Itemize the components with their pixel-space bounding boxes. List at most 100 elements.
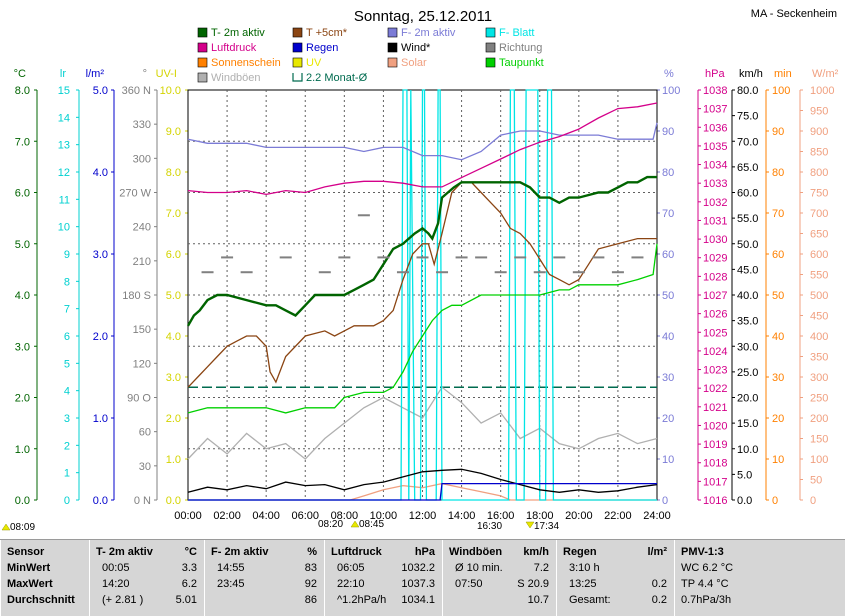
axis-unit-l-m: l/m² bbox=[86, 68, 105, 80]
axis-tick-label: 20 bbox=[662, 413, 674, 425]
axis-tick-label: 30 bbox=[139, 461, 151, 473]
richtung-mark bbox=[396, 271, 409, 274]
axis-tick-label: 7.0 bbox=[166, 208, 181, 220]
stats-header-unit: % bbox=[307, 546, 317, 558]
richtung-mark bbox=[221, 256, 234, 259]
stats-cell-value: 1032.2 bbox=[401, 562, 435, 574]
stats-cell: 06:05 1032.2 bbox=[325, 560, 443, 576]
richtung-mark bbox=[240, 271, 253, 274]
stats-header-label: F- 2m aktiv bbox=[211, 546, 269, 558]
stats-cell-text: 0.7hPa/3h bbox=[681, 594, 732, 606]
axis-tick-label: 1023 bbox=[703, 365, 727, 377]
sunrise-icon bbox=[1, 523, 11, 531]
stats-column-windb-en: Windböen km/h Ø 10 min. 7.2 07:50 S 20.9 10.7 bbox=[442, 540, 557, 616]
series-line-t-2m-aktiv bbox=[186, 175, 657, 327]
stats-cell-time: ^1.2hPa/h bbox=[337, 594, 387, 606]
axis-unit-uv-i: UV-I bbox=[156, 68, 177, 80]
stats-cell: 14:55 83 bbox=[205, 560, 325, 576]
series-line-regen bbox=[188, 482, 657, 501]
stats-cell-value: 0.2 bbox=[651, 578, 667, 590]
axis-unit-: % bbox=[664, 68, 674, 80]
axis-tick-label: 80 bbox=[662, 167, 674, 179]
richtung-mark bbox=[553, 256, 566, 259]
axis-tick-label: 1.0 bbox=[93, 413, 108, 425]
axis-tick-label: 300 bbox=[810, 372, 828, 384]
stats-column-f-2m-aktiv: F- 2m aktiv% 14:55 83 23:45 92 86 bbox=[204, 540, 325, 616]
stats-cell: 10.7 bbox=[443, 592, 557, 608]
axis-tick-label: 600 bbox=[810, 249, 828, 261]
axis-tick-label: 850 bbox=[810, 147, 828, 159]
axis-tick-label: 3.0 bbox=[93, 249, 108, 261]
axis-tick-label: 9 bbox=[64, 249, 70, 261]
richtung-mark bbox=[377, 256, 390, 259]
axis-unit-c: °C bbox=[14, 68, 26, 80]
stats-cell-time: (+ 2.81 ) bbox=[102, 594, 144, 606]
axis-tick-label: 90 bbox=[662, 126, 674, 138]
axis-tick-label: 950 bbox=[810, 106, 828, 118]
legend-label-taupunkt: Taupunkt bbox=[499, 57, 544, 69]
stats-cell-time: 23:45 bbox=[217, 578, 245, 590]
axis-tick-label: 1024 bbox=[703, 346, 727, 358]
stats-header-label: T- 2m aktiv bbox=[96, 546, 153, 558]
stats-cell-time: 06:05 bbox=[337, 562, 365, 574]
axis-tick-label: 50 bbox=[810, 475, 822, 487]
stats-cell-time: 13:25 bbox=[569, 578, 597, 590]
legend: T- 2m aktiv T +5cm* F- 2m aktiv F- Blatt Luf… bbox=[197, 27, 544, 84]
stats-header: Luftdruck hPa bbox=[325, 544, 443, 560]
stats-header: Windböen km/h bbox=[443, 544, 557, 560]
stats-cell: 22:10 1037.3 bbox=[325, 576, 443, 592]
station-name: MA - Seckenheim bbox=[751, 8, 837, 20]
axis-tick-label: 0 N bbox=[134, 495, 151, 507]
axis-tick-label: 0 bbox=[662, 495, 668, 507]
stats-header-label: Sensor bbox=[7, 546, 45, 558]
stats-cell-value: 86 bbox=[304, 594, 317, 606]
axis-tick-label: 100 bbox=[662, 85, 680, 97]
axis-tick-label: 1038 bbox=[703, 85, 727, 97]
axis-tick-label: 900 bbox=[810, 126, 828, 138]
legend-label-t-5cm: T +5cm* bbox=[306, 27, 348, 39]
axis-tick-label: 30 bbox=[662, 372, 674, 384]
series-line-taupunkt bbox=[187, 243, 658, 414]
stats-cell: 00:05 3.3 bbox=[90, 560, 205, 576]
x-tick-label: 16:00 bbox=[487, 510, 515, 522]
axis-tick-label: 1033 bbox=[703, 178, 727, 190]
axis-tick-label: 1031 bbox=[703, 215, 727, 227]
x-tick-label: 20:00 bbox=[565, 510, 593, 522]
legend-swatch-sonnenschein bbox=[197, 57, 208, 68]
stats-header: Regen l/m² bbox=[557, 544, 675, 560]
axis-tick-label: 70 bbox=[772, 208, 784, 220]
axis-tick-label: 120 bbox=[133, 358, 151, 370]
axis-unit-km-h: km/h bbox=[739, 68, 763, 80]
sun-times: 08:09 08:20 08:45 16:30 17:34 bbox=[1, 519, 559, 533]
richtung-mark bbox=[455, 256, 468, 259]
axis-tick-label: 0.0 bbox=[15, 495, 30, 507]
axis-tick-label: 650 bbox=[810, 229, 828, 241]
x-tick-label: 06:00 bbox=[291, 510, 319, 522]
axis-tick-label: 11 bbox=[59, 194, 70, 206]
stats-cell: 86 bbox=[205, 592, 325, 608]
stats-table: Sensor MinWert MaxWert Durchschnitt T- 2m ak… bbox=[0, 539, 845, 616]
stats-cell-time: 14:20 bbox=[102, 578, 130, 590]
axis-tick-label: 55.0 bbox=[737, 213, 758, 225]
axis-tick-label: 15 bbox=[58, 85, 70, 97]
legend-label-t-2m-aktiv: T- 2m aktiv bbox=[211, 27, 265, 39]
stats-cell: 0.7hPa/3h bbox=[675, 592, 795, 608]
richtung-mark bbox=[279, 256, 292, 259]
axis-tick-label: 90 O bbox=[127, 393, 151, 405]
axis-tick-label: 15.0 bbox=[737, 418, 758, 430]
axis-tick-label: 9.0 bbox=[166, 126, 181, 138]
legend-swatch-t-2m-aktiv bbox=[197, 27, 208, 38]
legend-swatch-regen bbox=[292, 42, 303, 53]
axis-tick-label: 6.0 bbox=[166, 249, 181, 261]
stats-cell-value: 10.7 bbox=[527, 594, 549, 606]
stats-cell-value: 6.2 bbox=[181, 578, 197, 590]
axis-tick-label: 4.0 bbox=[166, 331, 181, 343]
legend-label-uv: UV bbox=[306, 57, 322, 69]
stats-cell-text: MinWert bbox=[7, 562, 51, 574]
stats-column-sensor: Sensor MinWert MaxWert Durchschnitt bbox=[0, 540, 90, 616]
axis-tick-label: 100 bbox=[810, 454, 828, 466]
axis-tick-label: 1037 bbox=[703, 104, 727, 116]
axis-tick-label: 8.0 bbox=[15, 85, 30, 97]
axis-tick-label: 10 bbox=[772, 454, 784, 466]
axis-tick-label: 360 N bbox=[122, 85, 151, 97]
